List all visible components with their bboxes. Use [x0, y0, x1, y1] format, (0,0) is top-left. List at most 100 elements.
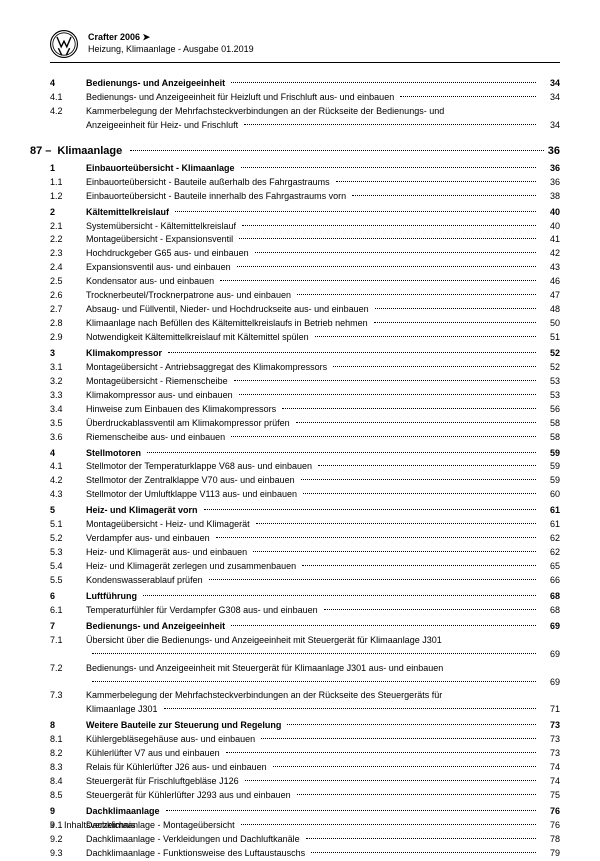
toc-title: Dachklimaanlage - Verkleidungen und Dach…	[86, 833, 300, 847]
toc-number: 7.3	[50, 689, 86, 703]
toc-page: 34	[540, 119, 560, 133]
toc-title: Klimaanlage nach Befüllen des Kältemitte…	[86, 317, 368, 331]
leader-dots	[231, 82, 536, 83]
toc-number: 8.3	[50, 761, 86, 775]
toc-number: 2.1	[50, 220, 86, 234]
toc-page: 58	[540, 417, 560, 431]
toc-title: Heiz- und Klimagerät zerlegen und zusamm…	[86, 560, 296, 574]
leader-dots	[147, 452, 536, 453]
toc-page: 59	[540, 447, 560, 461]
leader-dots	[175, 211, 536, 212]
toc-page: 78	[540, 833, 560, 847]
toc-title: Notwendigkeit Kältemittelkreislauf mit K…	[86, 331, 309, 345]
toc-title: Stellmotor der Temperaturklappe V68 aus-…	[86, 460, 312, 474]
toc-entry-cont: Klimaanlage J30171	[50, 703, 560, 717]
toc-title: Expansionsventil aus- und einbauen	[86, 261, 231, 275]
leader-dots	[333, 366, 536, 367]
toc-title: Heiz- und Klimagerät aus- und einbauen	[86, 546, 247, 560]
leader-dots	[315, 336, 536, 337]
leader-dots	[245, 780, 536, 781]
toc-entry-cont: Anzeigeeinheit für Heiz- und Frischluft3…	[50, 119, 560, 133]
toc-page: 69	[540, 648, 560, 662]
toc-page: 42	[540, 247, 560, 261]
toc-number: 3.3	[50, 389, 86, 403]
leader-dots	[256, 523, 536, 524]
toc-entry: 9.3Dachklimaanlage - Funktionsweise des …	[50, 847, 560, 861]
toc-entry: 4.3Stellmotor der Umluftklappe V113 aus-…	[50, 488, 560, 502]
header-rule	[50, 62, 560, 63]
toc-title: Kammerbelegung der Mehrfachsteckverbindu…	[86, 105, 444, 119]
leader-dots	[302, 565, 536, 566]
leader-dots	[306, 838, 536, 839]
toc-number: 7	[50, 620, 86, 634]
toc-entry: 4.1Bedienungs- und Anzeigeeinheit für He…	[50, 91, 560, 105]
toc-page: 79	[540, 847, 560, 861]
toc-number: 2	[50, 206, 86, 220]
leader-dots	[237, 266, 536, 267]
toc-entry: 7Bedienungs- und Anzeigeeinheit69	[50, 620, 560, 634]
toc-page: 62	[540, 546, 560, 560]
toc-title: Hinweise zum Einbauen des Klimakompresso…	[86, 403, 276, 417]
toc-number: 1	[50, 162, 86, 176]
toc-entry: 2.9Notwendigkeit Kältemittelkreislauf mi…	[50, 331, 560, 345]
toc-title: Kondensator aus- und einbauen	[86, 275, 214, 289]
toc-number: 5	[50, 504, 86, 518]
toc-entry: 7.2Bedienungs- und Anzeigeeinheit mit St…	[50, 662, 560, 676]
toc-entry: 3.2Montageübersicht - Riemenscheibe53	[50, 375, 560, 389]
footer-pagenum: ii	[50, 820, 54, 830]
toc-page: 56	[540, 403, 560, 417]
toc-number: 3.2	[50, 375, 86, 389]
toc-entry: 5.3Heiz- und Klimagerät aus- und einbaue…	[50, 546, 560, 560]
toc-entry: 6.1Temperaturfühler für Verdampfer G308 …	[50, 604, 560, 618]
toc-number: 4.2	[50, 474, 86, 488]
toc-title: Montageübersicht - Expansionsventil	[86, 233, 233, 247]
toc-title: Luftführung	[86, 590, 137, 604]
leader-dots	[400, 96, 536, 97]
toc-number: 8	[50, 719, 86, 733]
leader-dots	[301, 479, 536, 480]
toc-page: 59	[540, 460, 560, 474]
toc-page: 71	[540, 703, 560, 717]
leader-dots	[164, 708, 536, 709]
toc-entry: 8.5Steuergerät für Kühlerlüfter J293 aus…	[50, 789, 560, 803]
toc-number: 2.4	[50, 261, 86, 275]
leader-dots	[297, 294, 536, 295]
leader-dots	[168, 352, 536, 353]
toc-entry-cont: 69	[50, 648, 560, 662]
toc-entry: 5.4Heiz- und Klimagerät zerlegen und zus…	[50, 560, 560, 574]
toc-number: 3.4	[50, 403, 86, 417]
toc-entry-cont: 69	[50, 676, 560, 690]
toc-title: Steuergerät für Kühlerlüfter J293 aus un…	[86, 789, 291, 803]
leader-dots	[253, 551, 536, 552]
toc-entry: 1.1Einbauorteübersicht - Bauteile außerh…	[50, 176, 560, 190]
toc-page: 75	[540, 789, 560, 803]
leader-dots	[143, 595, 536, 596]
leader-dots	[242, 225, 536, 226]
toc-page: 48	[540, 303, 560, 317]
toc-title: Einbauorteübersicht - Bauteile außerhalb…	[86, 176, 330, 190]
toc-number: 4.1	[50, 460, 86, 474]
leader-dots	[374, 322, 536, 323]
toc-title: Weitere Bauteile zur Steuerung und Regel…	[86, 719, 281, 733]
leader-dots	[92, 681, 536, 682]
toc-title: Bedienungs- und Anzeigeeinheit	[86, 77, 225, 91]
leader-dots	[303, 493, 536, 494]
toc-number: 2.8	[50, 317, 86, 331]
toc-entry: 8.3Relais für Kühlerlüfter J26 aus- und …	[50, 761, 560, 775]
toc-page: 59	[540, 474, 560, 488]
toc-title: Montageübersicht - Heiz- und Klimagerät	[86, 518, 250, 532]
toc-entry: 1Einbauorteübersicht - Klimaanlage36	[50, 162, 560, 176]
toc-page: 69	[540, 620, 560, 634]
toc-title: Stellmotor der Umluftklappe V113 aus- un…	[86, 488, 297, 502]
toc-page: 74	[540, 761, 560, 775]
toc-number: 8.2	[50, 747, 86, 761]
header-text-block: Crafter 2006 ➤ Heizung, Klimaanlage - Au…	[88, 32, 254, 55]
toc-number: 2.7	[50, 303, 86, 317]
leader-dots	[287, 724, 536, 725]
toc-title: Steuergerät für Frischluftgebläse J126	[86, 775, 239, 789]
toc-title: Stellmotor der Zentralklappe V70 aus- un…	[86, 474, 295, 488]
toc-number: 5.5	[50, 574, 86, 588]
toc-title: Übersicht über die Bedienungs- und Anzei…	[86, 634, 442, 648]
toc-title: Kühlergebläsegehäuse aus- und einbauen	[86, 733, 255, 747]
toc-number: 4	[50, 77, 86, 91]
